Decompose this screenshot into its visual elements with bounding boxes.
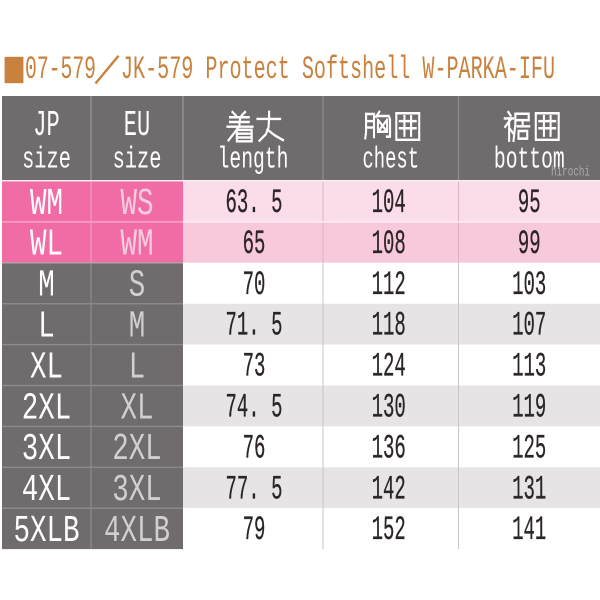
svg-text:WM: WM [121,224,154,267]
svg-text:70: 70 [243,267,266,305]
svg-text:76: 76 [243,430,266,468]
svg-text:119: 119 [512,390,546,428]
svg-text:4XLB: 4XLB [104,510,170,553]
svg-text:118: 118 [372,308,406,346]
svg-text:chest: chest [363,142,420,177]
svg-text:EU: EU [124,105,150,146]
svg-text:L: L [129,346,146,389]
svg-text:L: L [38,306,55,349]
svg-text:WL: WL [30,224,63,267]
svg-text:73: 73 [243,349,266,387]
svg-text:77. 5: 77. 5 [226,471,283,509]
svg-text:71. 5: 71. 5 [226,308,283,346]
svg-text:136: 136 [372,430,406,468]
svg-text:XL: XL [121,387,154,430]
svg-text:4XL: 4XL [22,469,72,512]
svg-text:XL: XL [30,346,63,389]
svg-text:65: 65 [243,226,266,264]
svg-text:hirochi: hirochi [551,166,590,181]
svg-text:124: 124 [372,349,406,387]
svg-text:95: 95 [518,185,541,223]
svg-text:104: 104 [372,185,406,223]
svg-text:63. 5: 63. 5 [226,185,283,223]
svg-text:99: 99 [518,226,541,264]
svg-text:WM: WM [30,183,63,226]
svg-text:WS: WS [121,183,154,226]
svg-text:2XL: 2XL [112,428,162,471]
svg-text:5XLB: 5XLB [14,510,80,553]
svg-text:130: 130 [372,390,406,428]
svg-text:74. 5: 74. 5 [226,390,283,428]
svg-text:size: size [113,142,162,177]
svg-text:142: 142 [372,471,406,509]
svg-text:103: 103 [512,267,546,305]
svg-text:bottom: bottom [494,142,565,177]
svg-text:113: 113 [512,349,546,387]
svg-text:125: 125 [512,430,546,468]
svg-text:79: 79 [243,512,266,550]
svg-text:length: length [218,142,289,177]
svg-text:3XL: 3XL [22,428,72,471]
svg-text:3XL: 3XL [112,469,162,512]
svg-text:07-579: 07-579 [25,51,96,88]
svg-text:131: 131 [512,471,546,509]
svg-text:141: 141 [512,512,546,550]
svg-text:2XL: 2XL [22,387,72,430]
svg-text:112: 112 [372,267,406,305]
svg-text:152: 152 [372,512,406,550]
svg-text:JP: JP [33,105,59,146]
svg-text:108: 108 [372,226,406,264]
svg-text:107: 107 [512,308,546,346]
svg-text:M: M [129,306,146,349]
svg-text:M: M [38,265,55,308]
svg-text:JK-579 Protect Softshell W-PAR: JK-579 Protect Softshell W-PARKA-IFU [121,51,555,88]
svg-text:size: size [22,142,71,177]
svg-text:S: S [129,265,146,308]
